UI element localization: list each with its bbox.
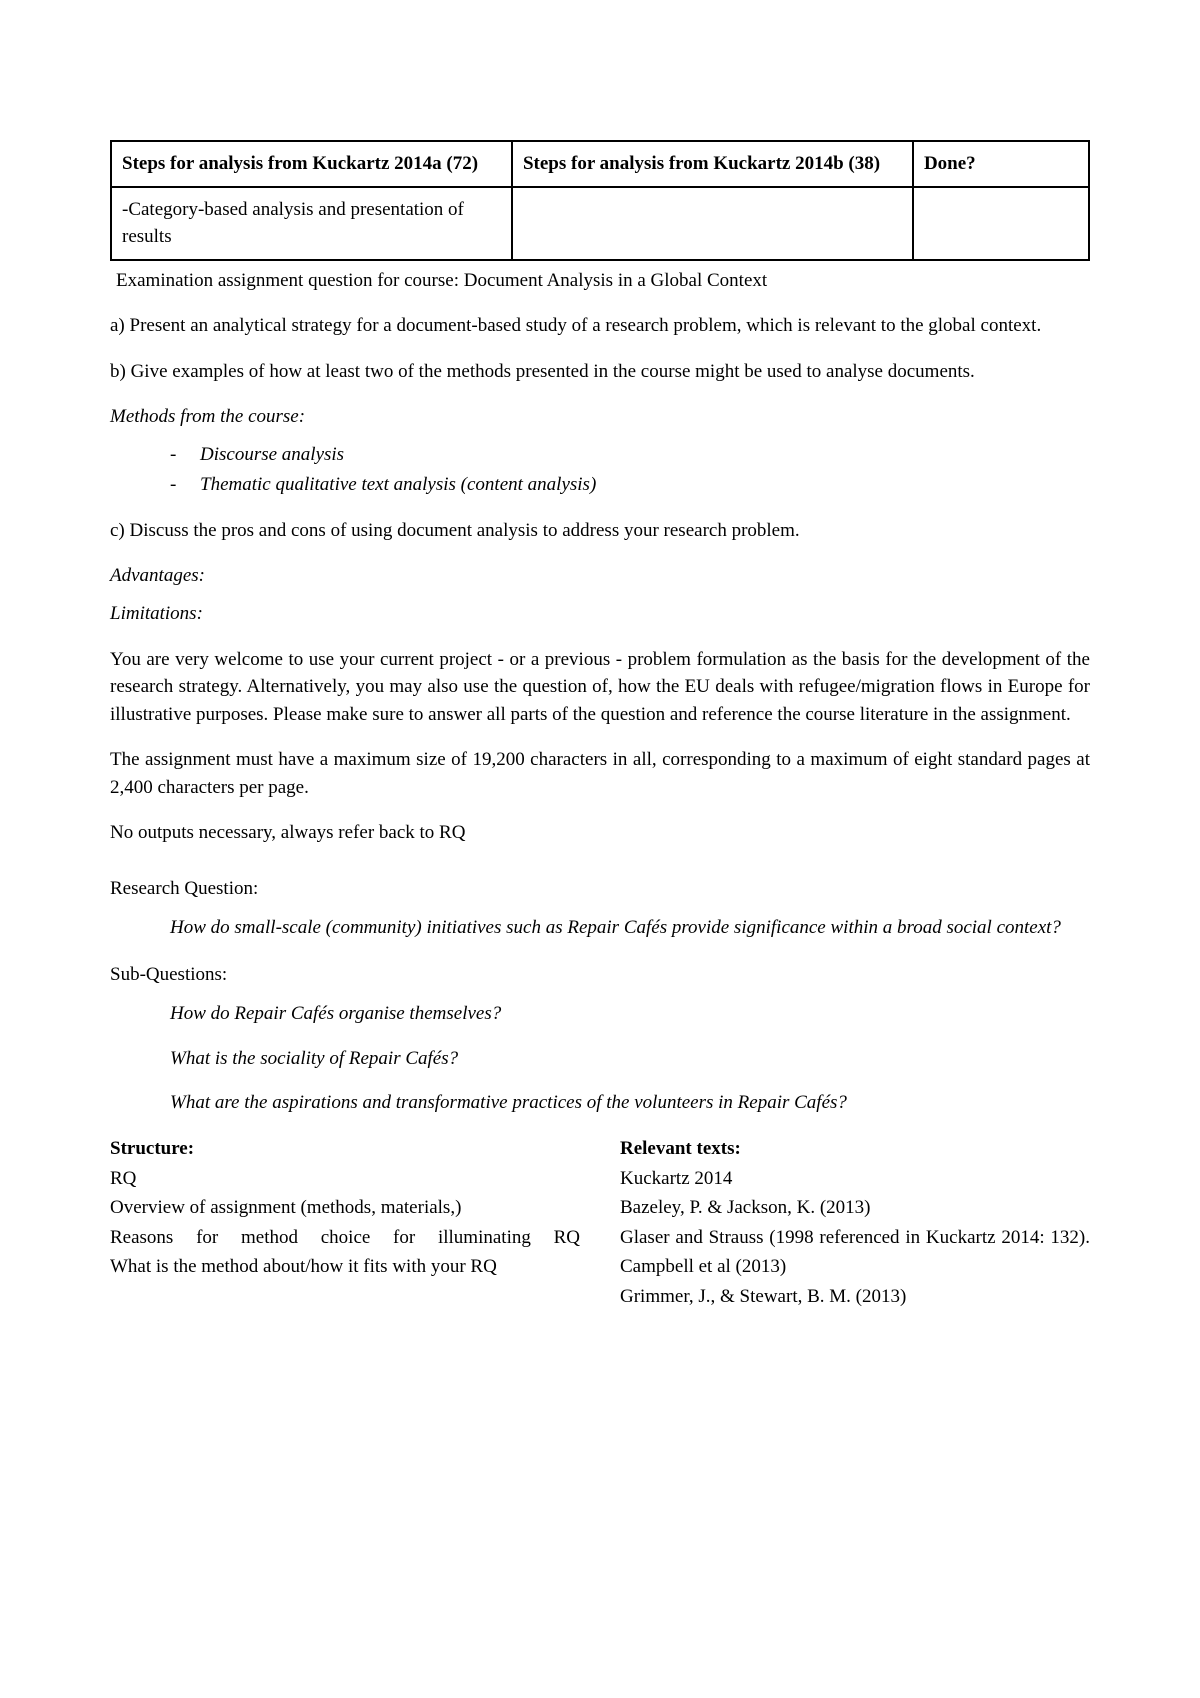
- subq-block: How do Repair Cafés organise themselves?…: [170, 998, 1090, 1119]
- texts-line: Kuckartz 2014: [620, 1165, 1090, 1193]
- paragraph-a: a) Present an analytical strategy for a …: [110, 312, 1090, 340]
- paragraph-size: The assignment must have a maximum size …: [110, 746, 1090, 801]
- subq-label: Sub-Questions:: [110, 961, 1090, 989]
- method-item: Discourse analysis: [170, 441, 1090, 469]
- limitations-label: Limitations:: [110, 600, 1090, 628]
- structure-line: Overview of assignment (methods, materia…: [110, 1194, 580, 1222]
- structure-line: RQ: [110, 1165, 580, 1193]
- structure-line: What is the method about/how it fits wit…: [110, 1253, 580, 1281]
- table-cell-1: -Category-based analysis and presentatio…: [111, 187, 512, 260]
- methods-label: Methods from the course:: [110, 403, 1090, 431]
- paragraph-welcome: You are very welcome to use your current…: [110, 646, 1090, 729]
- table-caption: Examination assignment question for cour…: [116, 267, 1090, 295]
- table-row: -Category-based analysis and presentatio…: [111, 187, 1089, 260]
- methods-list: Discourse analysis Thematic qualitative …: [170, 441, 1090, 499]
- texts-heading: Relevant texts:: [620, 1135, 1090, 1163]
- table-header-1: Steps for analysis from Kuckartz 2014a (…: [111, 141, 512, 187]
- table-cell-3: [913, 187, 1089, 260]
- texts-line: Glaser and Strauss (1998 referenced in K…: [620, 1224, 1090, 1252]
- table-header-2: Steps for analysis from Kuckartz 2014b (…: [512, 141, 913, 187]
- structure-heading: Structure:: [110, 1135, 580, 1163]
- paragraph-outputs: No outputs necessary, always refer back …: [110, 819, 1090, 847]
- rq-label: Research Question:: [110, 875, 1090, 903]
- texts-line: Grimmer, J., & Stewart, B. M. (2013): [620, 1283, 1090, 1311]
- texts-line: Bazeley, P. & Jackson, K. (2013): [620, 1194, 1090, 1222]
- rq-text: How do small-scale (community) initiativ…: [170, 912, 1090, 944]
- subq-2: What is the sociality of Repair Cafés?: [170, 1043, 1090, 1075]
- texts-line: Campbell et al (2013): [620, 1253, 1090, 1281]
- paragraph-c: c) Discuss the pros and cons of using do…: [110, 517, 1090, 545]
- structure-column: Structure: RQ Overview of assignment (me…: [110, 1135, 580, 1312]
- subq-1: How do Repair Cafés organise themselves?: [170, 998, 1090, 1030]
- table-header-3: Done?: [913, 141, 1089, 187]
- advantages-label: Advantages:: [110, 562, 1090, 590]
- method-item: Thematic qualitative text analysis (cont…: [170, 471, 1090, 499]
- rq-block: How do small-scale (community) initiativ…: [170, 912, 1090, 944]
- subq-3: What are the aspirations and transformat…: [170, 1087, 1090, 1119]
- paragraph-b: b) Give examples of how at least two of …: [110, 358, 1090, 386]
- two-column-section: Structure: RQ Overview of assignment (me…: [110, 1135, 1090, 1312]
- structure-line: Reasons for method choice for illuminati…: [110, 1224, 580, 1252]
- texts-column: Relevant texts: Kuckartz 2014 Bazeley, P…: [620, 1135, 1090, 1312]
- steps-table: Steps for analysis from Kuckartz 2014a (…: [110, 140, 1090, 261]
- table-cell-2: [512, 187, 913, 260]
